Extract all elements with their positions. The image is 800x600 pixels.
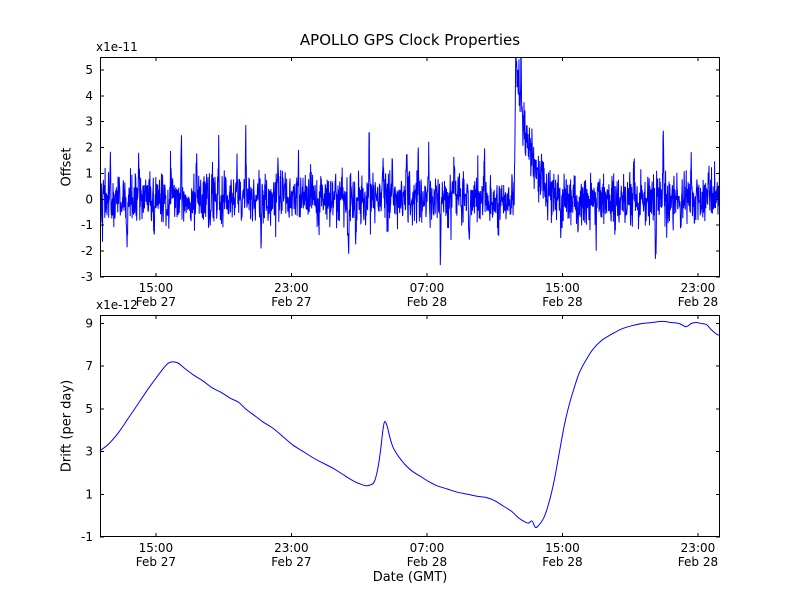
offset-tick-label: 23:00 [274, 281, 309, 295]
drift-series-line [100, 320, 720, 529]
drift-tick-label: 7 [85, 359, 93, 373]
drift-tick-label: 3 [85, 445, 93, 459]
offset-axis-label: Offset [59, 147, 75, 187]
offset-axes-frame [100, 57, 720, 277]
offset-tick-label: -3 [81, 270, 93, 284]
drift-tick-label: 9 [85, 317, 93, 331]
offset-tick-label: Feb 27 [136, 295, 176, 309]
drift-tick-label: Feb 28 [678, 555, 718, 569]
drift-tick-label: 1 [85, 487, 93, 501]
drift-axis-label: Drift (per day) [59, 379, 75, 473]
drift-tick-label: 5 [85, 402, 93, 416]
offset-tick-label: Feb 28 [407, 295, 447, 309]
offset-tick-label: Feb 28 [678, 295, 718, 309]
x-axis-label: Date (GMT) [372, 570, 448, 585]
offset-tick-label: 0 [85, 192, 93, 206]
drift-tick-label: 15:00 [139, 541, 174, 555]
drift-tick-label: Feb 27 [136, 555, 176, 569]
offset-tick-label: 15:00 [545, 281, 580, 295]
offset-tick-label: -2 [81, 244, 93, 258]
drift-tick-label: 07:00 [410, 541, 445, 555]
drift-tick-label: 15:00 [545, 541, 580, 555]
offset-tick-label: 23:00 [681, 281, 716, 295]
offset-tick-label: 3 [85, 115, 93, 129]
offset-tick-label: 5 [85, 63, 93, 77]
offset-tick-label: 4 [85, 89, 93, 103]
drift-tick-label: -1 [81, 530, 93, 544]
drift-tick-label: Feb 28 [542, 555, 582, 569]
offset-tick-label: 07:00 [410, 281, 445, 295]
drift-tick-label: Feb 27 [271, 555, 311, 569]
drift-tick-label: Feb 28 [407, 555, 447, 569]
offset-tick-label: Feb 28 [542, 295, 582, 309]
offset-tick-label: -1 [81, 218, 93, 232]
offset-tick-label: 2 [85, 141, 93, 155]
offset-tick-label: 15:00 [139, 281, 174, 295]
offset-tick-label: Feb 27 [271, 295, 311, 309]
offset-tick-label: 1 [85, 166, 93, 180]
drift-tick-label: 23:00 [274, 541, 309, 555]
offset-series-line [100, 57, 720, 266]
drift-axes-frame [100, 315, 720, 537]
drift-scale-label: x1e-12 [96, 298, 138, 312]
offset-scale-label: x1e-11 [96, 40, 138, 54]
drift-tick-label: 23:00 [681, 541, 716, 555]
chart-title: APOLLO GPS Clock Properties [299, 31, 521, 49]
